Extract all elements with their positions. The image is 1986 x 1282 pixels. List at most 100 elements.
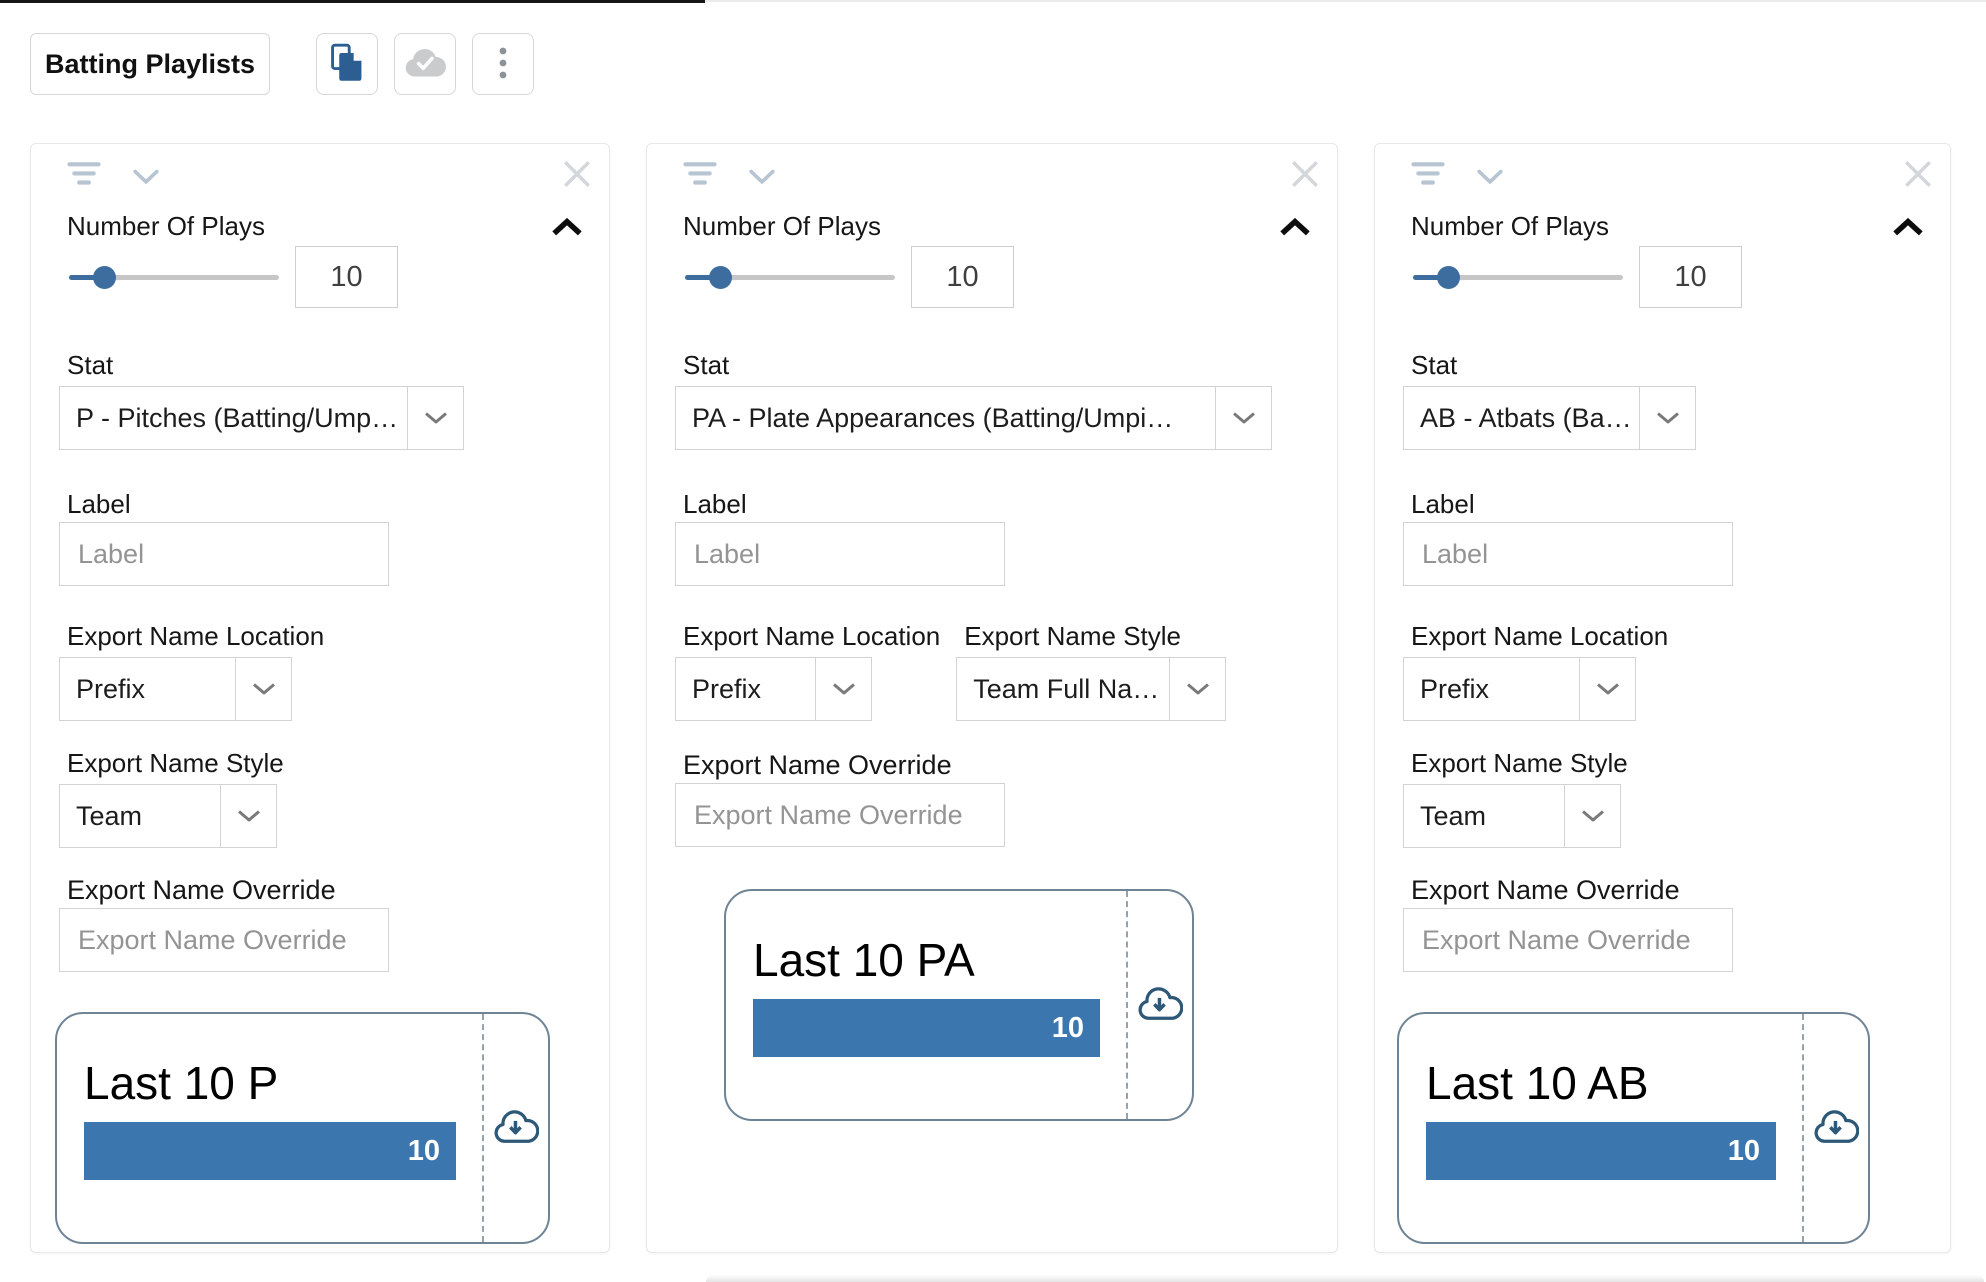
export-name-location-group: Export Name Location Prefix: [675, 586, 940, 721]
playlist-card-2: Number Of Plays Stat PA - Plate Appearan…: [646, 143, 1338, 1253]
filter-expand-button[interactable]: [133, 169, 159, 188]
export-name-override-label: Export Name Override: [67, 875, 336, 905]
preview-count: 10: [407, 1134, 440, 1167]
kebab-menu-icon: [499, 47, 507, 82]
cloud-check-icon: [404, 47, 446, 81]
filter-icon: [67, 162, 101, 191]
filter-expand-button[interactable]: [1477, 169, 1503, 188]
copy-button[interactable]: [316, 33, 378, 95]
playlist-card-3: Number Of Plays Stat AB - Atbats (Batti……: [1374, 143, 1951, 1253]
chevron-down-icon: [749, 169, 775, 188]
close-icon: [561, 161, 593, 193]
export-name-location-value: Prefix: [76, 674, 146, 704]
page-header: [30, 33, 534, 95]
number-of-plays-slider[interactable]: [1413, 245, 1623, 309]
preview-download-zone: [482, 1014, 548, 1242]
collapse-card-button[interactable]: [551, 217, 583, 240]
number-of-plays-input[interactable]: [911, 246, 1014, 308]
playlist-card-1: Number Of Plays Stat P - Pitches (Battin…: [30, 143, 610, 1253]
export-name-location-label: Export Name Location: [1411, 621, 1669, 651]
filter-button[interactable]: [1411, 160, 1445, 191]
number-of-plays-input[interactable]: [1639, 246, 1742, 308]
close-icon: [1902, 161, 1934, 193]
playlist-cards-row: Number Of Plays Stat P - Pitches (Battin…: [30, 143, 1951, 1253]
preview-count: 10: [1051, 1011, 1084, 1044]
preview-count-bar: 10: [84, 1122, 456, 1180]
more-options-button[interactable]: [472, 33, 534, 95]
export-name-style-label: Export Name Style: [67, 748, 284, 778]
download-button[interactable]: [493, 1109, 540, 1148]
slider-fill: [685, 275, 725, 280]
export-name-location-select[interactable]: Prefix: [1403, 657, 1636, 721]
select-caret-icon: [407, 387, 463, 449]
label-input[interactable]: [59, 522, 389, 586]
export-name-location-select[interactable]: Prefix: [675, 657, 872, 721]
slider-fill: [1413, 275, 1453, 280]
select-caret-icon: [1639, 387, 1695, 449]
select-caret-icon: [1169, 658, 1225, 720]
select-caret-icon: [1579, 658, 1635, 720]
chevron-down-icon: [133, 169, 159, 188]
slider-track[interactable]: [685, 275, 895, 280]
label-label: Label: [67, 489, 131, 519]
slider-fill: [69, 275, 109, 280]
stat-select-value: P - Pitches (Batting/Umpi…: [76, 403, 405, 433]
cloud-download-icon: [493, 1109, 540, 1148]
offscreen-element-shadow: [706, 1275, 1984, 1282]
preview-count: 10: [1727, 1134, 1760, 1167]
download-button[interactable]: [1137, 986, 1184, 1025]
collapse-card-button[interactable]: [1892, 217, 1924, 240]
number-of-plays-slider[interactable]: [69, 245, 279, 309]
close-card-button[interactable]: [1902, 158, 1934, 193]
slider-thumb[interactable]: [93, 266, 116, 289]
stat-select[interactable]: PA - Plate Appearances (Batting/Umpi…: [675, 386, 1272, 450]
filter-button[interactable]: [683, 160, 717, 191]
export-name-style-group: Export Name Style Team Full Name: [956, 586, 1227, 721]
export-name-location-select[interactable]: Prefix: [59, 657, 292, 721]
select-caret-icon: [1215, 387, 1271, 449]
export-name-style-value: Team Full Name: [973, 674, 1170, 704]
label-input[interactable]: [675, 522, 1005, 586]
export-name-override-input[interactable]: [675, 783, 1005, 847]
export-name-style-value: Team: [1420, 801, 1487, 831]
filter-button[interactable]: [67, 160, 101, 191]
preview-main: Last 10 P 10: [57, 1014, 482, 1242]
export-name-style-value: Team: [76, 801, 143, 831]
preview-main: Last 10 PA 10: [726, 891, 1126, 1119]
download-button[interactable]: [1813, 1109, 1860, 1148]
slider-track[interactable]: [69, 275, 279, 280]
number-of-plays-row: [59, 245, 581, 309]
export-name-override-input[interactable]: [1403, 908, 1733, 972]
export-name-override-label: Export Name Override: [1411, 875, 1680, 905]
slider-track[interactable]: [1413, 275, 1623, 280]
close-card-button[interactable]: [561, 158, 593, 193]
export-name-style-select[interactable]: Team Full Name: [956, 657, 1227, 721]
label-input[interactable]: [1403, 522, 1733, 586]
export-name-override-input[interactable]: [59, 908, 389, 972]
slider-thumb[interactable]: [1437, 266, 1460, 289]
filter-icon: [683, 162, 717, 191]
chevron-up-icon: [1279, 217, 1311, 240]
filter-expand-button[interactable]: [749, 169, 775, 188]
stat-label: Stat: [683, 350, 730, 380]
collapse-card-button[interactable]: [1279, 217, 1311, 240]
cloud-check-button[interactable]: [394, 33, 456, 95]
slider-thumb[interactable]: [709, 266, 732, 289]
stat-label: Stat: [1411, 350, 1458, 380]
playlist-title-input[interactable]: [30, 33, 270, 95]
stat-select[interactable]: P - Pitches (Batting/Umpi…: [59, 386, 464, 450]
select-caret-icon: [220, 785, 276, 847]
chevron-up-icon: [551, 217, 583, 240]
number-of-plays-slider[interactable]: [685, 245, 895, 309]
number-of-plays-label: Number Of Plays: [1411, 211, 1609, 241]
stat-select[interactable]: AB - Atbats (Batti…: [1403, 386, 1696, 450]
chevron-down-icon: [1477, 169, 1503, 188]
export-name-style-select[interactable]: Team: [59, 784, 277, 848]
preview-main: Last 10 AB 10: [1399, 1014, 1802, 1242]
stat-label: Stat: [67, 350, 114, 380]
export-name-location-label: Export Name Location: [67, 621, 325, 651]
export-name-style-select[interactable]: Team: [1403, 784, 1621, 848]
preview-count-bar: 10: [753, 999, 1100, 1057]
number-of-plays-input[interactable]: [295, 246, 398, 308]
close-card-button[interactable]: [1289, 158, 1321, 193]
